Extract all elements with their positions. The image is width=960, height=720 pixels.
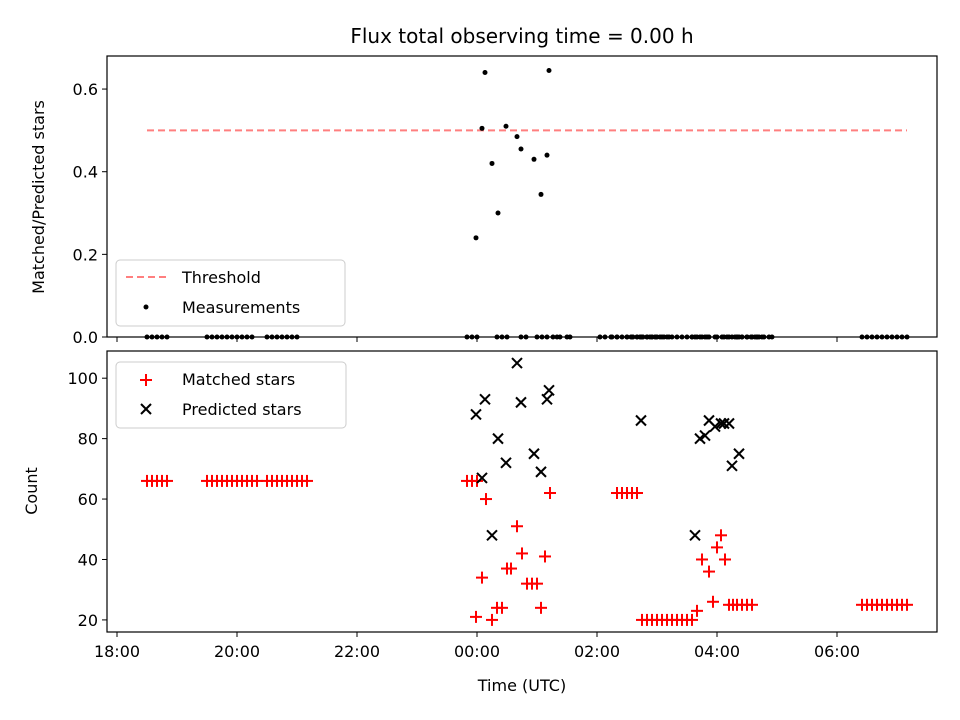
- count-panel: Count Time (UTC) 18:00 20:00 22:00 00:00 02:…: [22, 350, 938, 695]
- legend-predicted-swatch: [140, 403, 152, 415]
- x-axis-label: Time (UTC): [477, 676, 566, 695]
- matched-star-point: [161, 474, 173, 487]
- predicted-star-point: [511, 357, 523, 369]
- matched-star-point: [719, 553, 731, 566]
- top-y-tick-label: 0.2: [73, 245, 98, 264]
- matched-star-point: [696, 553, 708, 566]
- predicted-star-point: [528, 448, 540, 460]
- predicted-star-point: [535, 466, 547, 478]
- legend-matched-swatch: [140, 374, 152, 386]
- x-tick-label: 06:00: [814, 642, 860, 661]
- predicted-star-point: [486, 529, 498, 542]
- flux-panel: Flux total observing time = 0.00 h Match…: [29, 24, 938, 347]
- measurement-point: [482, 70, 488, 76]
- measurement-point: [473, 235, 479, 241]
- predicted-star-point: [709, 420, 721, 433]
- measurement-point: [514, 134, 520, 140]
- bottom-y-tick-label: 80: [78, 430, 98, 449]
- top-y-tick-label: 0.6: [73, 80, 98, 99]
- x-tick-label: 18:00: [94, 642, 140, 661]
- predicted-star-point: [699, 429, 711, 442]
- predicted-star-point: [733, 448, 745, 460]
- bottom-y-tick-label: 60: [78, 490, 98, 509]
- matched-star-point: [301, 474, 313, 487]
- matched-star-point: [539, 550, 551, 563]
- measurement-point: [495, 210, 501, 216]
- matched-star-point: [707, 595, 719, 608]
- legend-threshold-label: Threshold: [181, 268, 261, 287]
- matched-star-point: [746, 598, 758, 611]
- x-tick-label: 02:00: [574, 642, 620, 661]
- predicted-star-point: [492, 432, 504, 445]
- y-axis-label-top: Matched/Predicted stars: [29, 100, 48, 294]
- matched-star-point: [476, 571, 488, 584]
- legend-measurements-swatch: [143, 304, 149, 310]
- legend-matched-label: Matched stars: [182, 370, 295, 389]
- predicted-star-point: [515, 396, 527, 409]
- matched-star-point: [631, 487, 643, 500]
- matched-star-point: [486, 613, 498, 626]
- measurement-point: [479, 125, 485, 131]
- top-y-tick-label: 0.4: [73, 163, 98, 182]
- bottom-y-tick-label: 100: [67, 369, 98, 388]
- chart-title: Flux total observing time = 0.00 h: [350, 24, 693, 48]
- predicted-star-point: [479, 393, 491, 406]
- matched-star-point: [516, 547, 528, 560]
- matched-star-point: [544, 487, 556, 500]
- bottom-legend: Matched stars Predicted stars: [115, 361, 347, 429]
- matched-star-point: [511, 520, 523, 533]
- matched-star-point: [901, 598, 913, 611]
- measurement-point: [538, 191, 544, 197]
- x-tick-label: 04:00: [694, 642, 740, 661]
- measurement-point: [546, 67, 552, 73]
- y-axis-label-bottom: Count: [22, 467, 41, 515]
- measurement-point: [503, 123, 509, 129]
- top-axes-frame: [106, 55, 938, 338]
- predicted-star-point: [723, 417, 735, 430]
- predicted-star-point: [726, 460, 738, 472]
- measurement-point: [531, 156, 537, 162]
- x-tick-label: 00:00: [454, 642, 500, 661]
- legend-predicted-label: Predicted stars: [182, 400, 302, 419]
- bottom-axes-content: 18:00 20:00 22:00 00:00 02:00 04:00 06:00 20 40 6…: [67, 357, 913, 661]
- predicted-star-point: [635, 414, 647, 427]
- top-legend: Threshold Measurements: [115, 259, 346, 327]
- matched-star-point: [470, 610, 482, 623]
- measurement-point: [518, 146, 524, 152]
- matched-star-point: [535, 601, 547, 614]
- top-y-tick-label: 0.0: [73, 328, 98, 347]
- matched-star-point: [531, 577, 543, 590]
- matched-star-point: [686, 613, 698, 626]
- predicted-star-point: [470, 408, 482, 421]
- legend-measurements-label: Measurements: [182, 298, 300, 317]
- predicted-star-point: [689, 529, 701, 542]
- predicted-star-point: [476, 472, 488, 484]
- bottom-y-tick-label: 40: [78, 550, 98, 569]
- measurement-point: [489, 160, 495, 166]
- matched-star-point: [703, 565, 715, 578]
- measurement-point: [544, 152, 550, 158]
- bottom-legend-box: [115, 361, 347, 429]
- matched-star-point: [480, 493, 492, 506]
- matched-star-point: [711, 541, 723, 554]
- matched-star-point: [471, 474, 483, 487]
- predicted-star-point: [500, 457, 512, 469]
- matched-star-point: [496, 601, 508, 614]
- x-tick-label: 22:00: [334, 642, 380, 661]
- predicted-star-point: [541, 393, 553, 406]
- bottom-axes-frame: [106, 350, 938, 633]
- matched-star-point: [691, 604, 703, 617]
- x-tick-label: 20:00: [214, 642, 260, 661]
- top-legend-box: [115, 259, 346, 327]
- bottom-y-tick-label: 20: [78, 611, 98, 630]
- matched-star-point: [715, 529, 727, 542]
- predicted-star-point: [718, 417, 730, 430]
- predicted-star-point: [543, 384, 555, 396]
- matched-star-point: [505, 562, 517, 575]
